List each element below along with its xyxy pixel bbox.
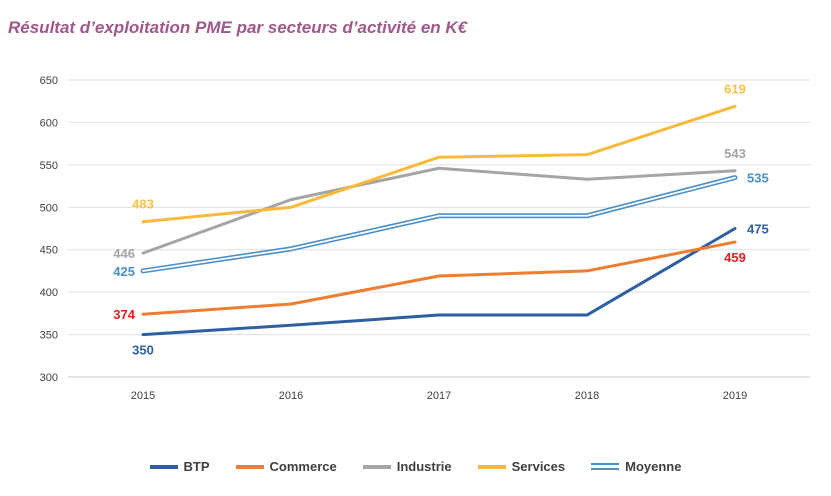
series-lines (140, 104, 738, 337)
legend-label: Commerce (269, 459, 337, 474)
data-label-services: 619 (724, 81, 746, 96)
data-label-commerce: 374 (113, 307, 135, 322)
y-tick-label: 600 (40, 117, 58, 129)
y-tick-label: 500 (40, 202, 58, 214)
y-tick-label: 450 (40, 245, 58, 257)
legend-swatch-services (477, 464, 506, 469)
legend-item-services: Services (477, 459, 566, 474)
y-tick-label: 650 (40, 75, 58, 87)
data-label-btp: 475 (747, 222, 769, 237)
series-line-btp (141, 227, 737, 337)
legend-swatch-moyenne (591, 463, 620, 470)
chart-title: Résultat d’exploitation PME par secteurs… (8, 18, 468, 37)
data-label-moyenne: 535 (747, 171, 769, 186)
legend-item-btp: BTP (149, 459, 210, 474)
y-tick-label: 550 (40, 160, 58, 172)
data-labels: 350 475 374 459 446 543 483 619 425 535 (113, 81, 768, 357)
data-label-commerce: 459 (724, 250, 746, 265)
y-tick-label: 400 (40, 287, 58, 299)
data-label-industrie: 446 (113, 246, 135, 261)
legend-label: Industrie (396, 459, 452, 474)
legend-swatch-commerce (235, 464, 264, 469)
series-line-industrie (141, 166, 737, 255)
legend-label: BTP (183, 459, 210, 474)
x-tick-label: 2019 (723, 390, 747, 402)
legend-label: Services (511, 459, 566, 474)
x-tick-label: 2018 (575, 390, 599, 402)
legend-item-industrie: Industrie (362, 459, 452, 474)
x-axis-ticks: 2015 2016 2017 2018 2019 (131, 390, 747, 402)
series-line-services (141, 104, 737, 224)
y-axis-ticks: 300 350 400 450 500 550 600 650 (40, 75, 58, 384)
x-tick-label: 2016 (279, 390, 303, 402)
x-tick-label: 2015 (131, 390, 155, 402)
legend-swatch-btp (149, 464, 178, 469)
legend: BTP Commerce Industrie Services Moyenne (0, 459, 831, 474)
legend-label: Moyenne (625, 459, 682, 474)
legend-item-moyenne: Moyenne (591, 459, 681, 474)
y-tick-label: 350 (40, 330, 58, 342)
legend-swatch-industrie (362, 464, 391, 469)
series-line-commerce (141, 240, 737, 316)
data-label-moyenne: 425 (113, 264, 135, 279)
legend-item-commerce: Commerce (235, 459, 337, 474)
data-label-services: 483 (132, 197, 154, 212)
data-label-industrie: 543 (724, 146, 746, 161)
data-label-btp: 350 (132, 343, 154, 358)
y-tick-label: 300 (40, 372, 58, 384)
series-line-moyenne-inner (142, 176, 736, 272)
x-tick-label: 2017 (427, 390, 451, 402)
